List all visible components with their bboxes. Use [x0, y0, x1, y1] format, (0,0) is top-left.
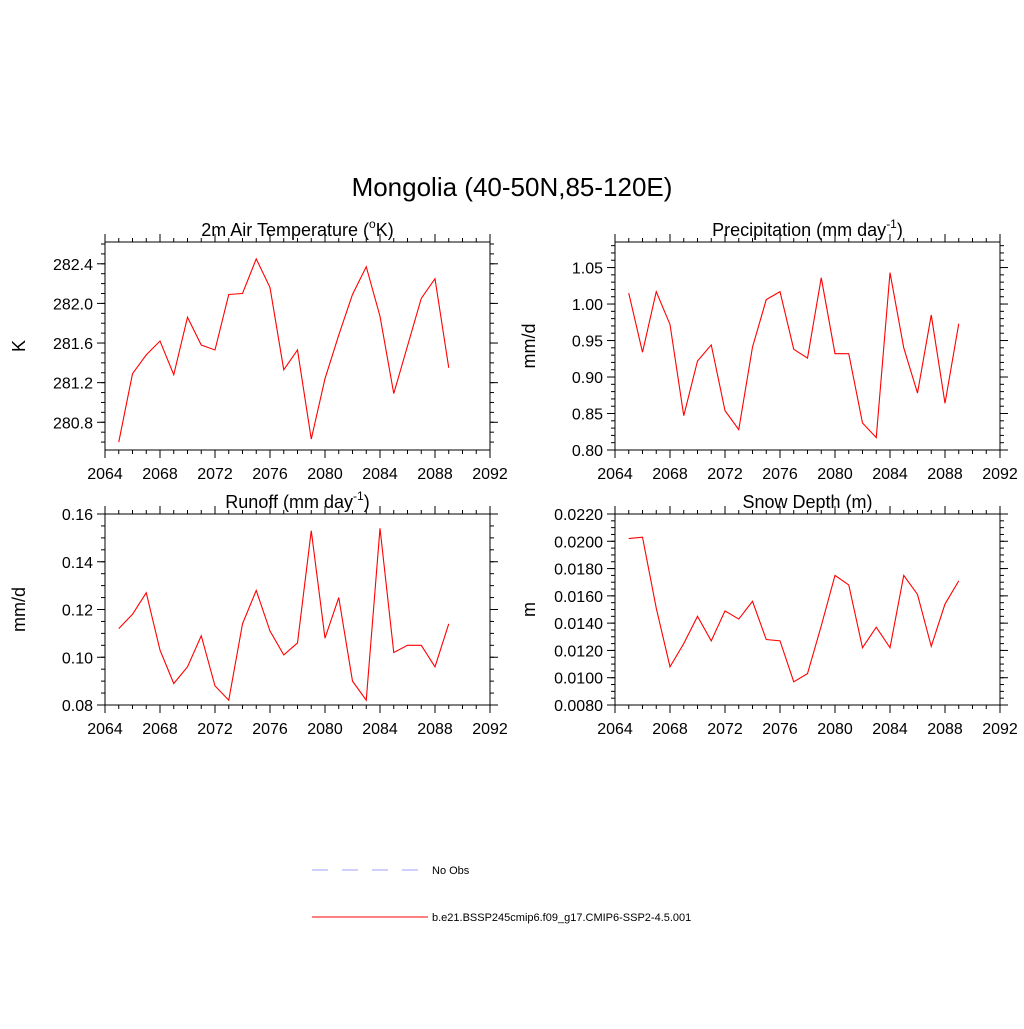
x-tick-label: 2064	[597, 466, 633, 483]
y-tick-label: 281.2	[53, 376, 93, 393]
y-tick-label: 282.0	[53, 296, 93, 313]
y-tick-label: 0.85	[572, 407, 603, 424]
x-tick-label: 2080	[817, 466, 853, 483]
y-tick-label: 0.0080	[554, 698, 603, 715]
series-line	[628, 272, 960, 439]
y-axis-label: mm/d	[9, 587, 29, 632]
panel-title: Precipitation (mm day-1)	[712, 217, 903, 240]
series-line	[118, 528, 450, 702]
x-tick-label: 2064	[87, 466, 123, 483]
figure-title: Mongolia (40-50N,85-120E)	[352, 172, 673, 202]
x-tick-label: 2084	[362, 466, 398, 483]
x-tick-label: 2088	[927, 721, 963, 738]
x-tick-label: 2092	[982, 721, 1018, 738]
y-tick-label: 0.0120	[554, 643, 603, 660]
y-axis-label: K	[9, 340, 29, 352]
x-tick-label: 2064	[597, 721, 633, 738]
legend-label: No Obs	[432, 865, 470, 877]
x-tick-label: 2084	[872, 466, 908, 483]
x-tick-label: 2068	[652, 466, 688, 483]
y-tick-label: 0.0100	[554, 671, 603, 688]
x-tick-label: 2068	[142, 721, 178, 738]
x-tick-label: 2076	[252, 721, 288, 738]
y-tick-label: 0.0160	[554, 589, 603, 606]
x-tick-label: 2080	[307, 466, 343, 483]
y-tick-label: 281.6	[53, 336, 93, 353]
y-tick-label: 0.16	[62, 507, 93, 524]
panels: 2m Air Temperature (oK) K 2064 2068 2072 2076…	[9, 217, 1018, 738]
y-tick-label: 0.95	[572, 334, 603, 351]
y-tick-label: 1.05	[572, 261, 603, 278]
plot-frame	[104, 241, 491, 451]
plot-frame	[614, 513, 1001, 706]
panel-3: Runoff (mm day-1) mm/d 2064 2068 2072 2076 208…	[9, 489, 508, 738]
plot-frame	[104, 513, 491, 706]
x-tick-label: 2092	[982, 466, 1018, 483]
x-tick-label: 2072	[707, 721, 743, 738]
y-axis-label: mm/d	[519, 324, 539, 369]
x-tick-label: 2072	[707, 466, 743, 483]
panel-4: Snow Depth (m) m 2064 2068 2072 2076 2080 2084 2…	[519, 492, 1018, 738]
legend: No Obs b.e21.BSSP245cmip6.f09_g17.CMIP6-S…	[312, 865, 691, 924]
y-tick-label: 0.0180	[554, 562, 603, 579]
y-tick-label: 0.14	[62, 555, 93, 572]
y-tick-label: 0.0200	[554, 534, 603, 551]
y-tick-label: 0.80	[572, 443, 603, 460]
x-tick-label: 2064	[87, 721, 123, 738]
panel-title: 2m Air Temperature (oK)	[201, 217, 393, 240]
y-tick-label: 280.8	[53, 415, 93, 432]
x-tick-label: 2076	[762, 721, 798, 738]
panel-title: Snow Depth (m)	[742, 492, 872, 512]
y-tick-label: 0.12	[62, 603, 93, 620]
x-tick-label: 2076	[762, 466, 798, 483]
x-tick-label: 2088	[417, 466, 453, 483]
x-tick-label: 2068	[652, 721, 688, 738]
x-tick-label: 2076	[252, 466, 288, 483]
x-tick-label: 2084	[872, 721, 908, 738]
series-line	[118, 257, 450, 443]
x-tick-label: 2072	[197, 466, 233, 483]
x-tick-label: 2080	[307, 721, 343, 738]
y-tick-label: 0.0220	[554, 507, 603, 524]
y-tick-label: 0.10	[62, 650, 93, 667]
x-tick-label: 2092	[472, 721, 508, 738]
x-tick-label: 2084	[362, 721, 398, 738]
x-tick-label: 2080	[817, 721, 853, 738]
x-tick-label: 2068	[142, 466, 178, 483]
panel-1: 2m Air Temperature (oK) K 2064 2068 2072 2076…	[9, 217, 508, 483]
y-tick-label: 0.90	[572, 370, 603, 387]
legend-item-2: b.e21.BSSP245cmip6.f09_g17.CMIP6-SSP2-4.…	[312, 912, 691, 924]
series-line	[628, 536, 960, 683]
y-tick-label: 0.0140	[554, 616, 603, 633]
legend-label: b.e21.BSSP245cmip6.f09_g17.CMIP6-SSP2-4.…	[432, 912, 691, 924]
x-tick-label: 2072	[197, 721, 233, 738]
y-tick-label: 0.08	[62, 698, 93, 715]
panel-title: Runoff (mm day-1)	[225, 489, 369, 512]
x-tick-label: 2092	[472, 466, 508, 483]
y-tick-label: 282.4	[53, 257, 93, 274]
x-tick-label: 2088	[417, 721, 453, 738]
legend-item-1: No Obs	[312, 865, 470, 877]
y-axis-label: m	[519, 602, 539, 617]
y-tick-label: 1.00	[572, 297, 603, 314]
panel-2: Precipitation (mm day-1) mm/d 2064 2068 2072…	[519, 217, 1018, 483]
x-tick-label: 2088	[927, 466, 963, 483]
